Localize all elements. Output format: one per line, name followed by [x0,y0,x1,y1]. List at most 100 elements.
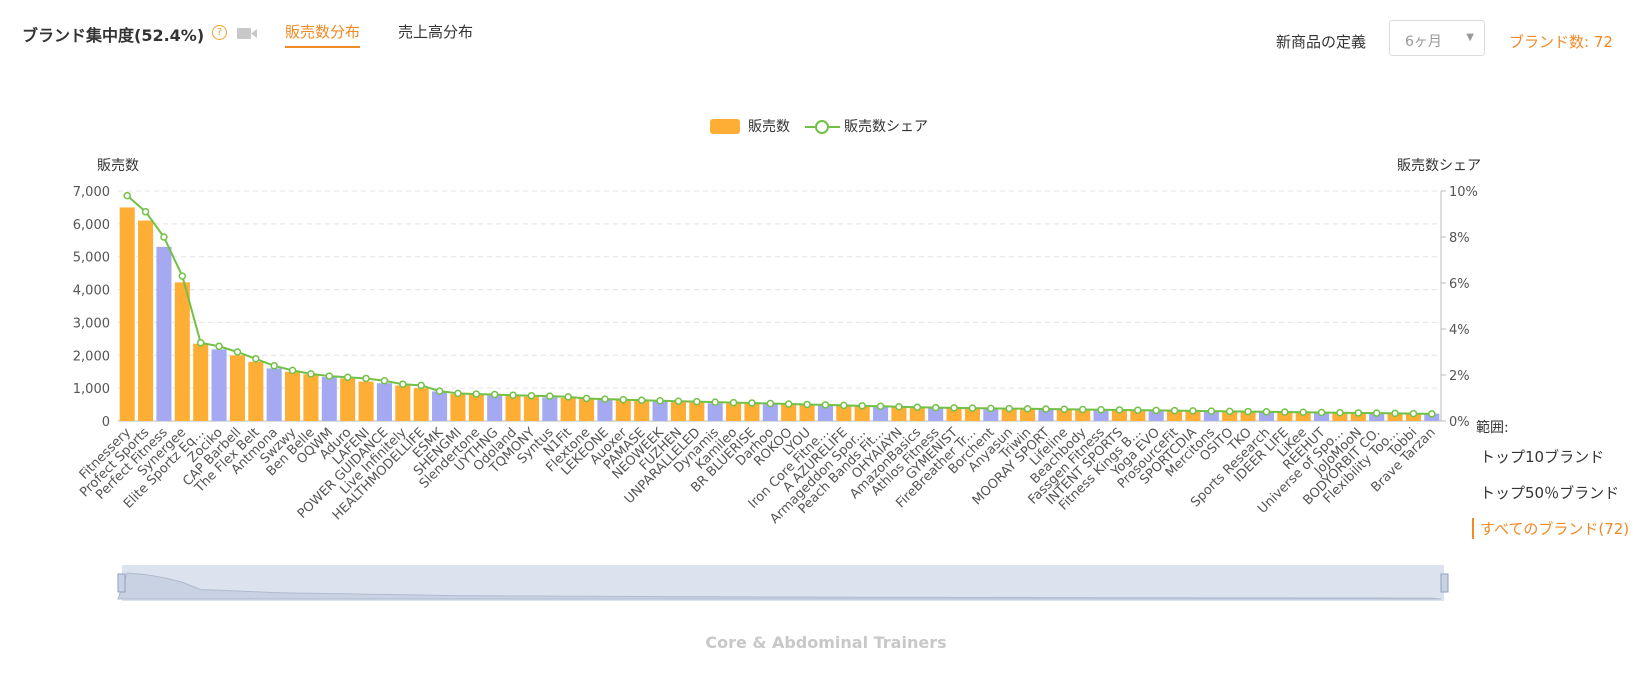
share-point[interactable] [435,387,444,395]
share-point[interactable] [1225,407,1234,416]
bar[interactable] [836,405,852,421]
bar[interactable] [928,407,944,421]
share-point[interactable] [564,393,572,401]
bar[interactable] [358,381,374,421]
bar[interactable] [523,396,539,421]
share-point[interactable] [454,389,462,398]
share-point[interactable] [784,400,793,408]
share-point[interactable] [729,398,738,407]
bar[interactable] [450,394,466,421]
share-point[interactable] [1078,405,1087,414]
bar[interactable] [781,404,797,421]
share-point[interactable] [711,398,719,406]
share-point[interactable] [840,401,848,410]
bar[interactable] [1222,411,1238,421]
share-point[interactable] [931,403,940,412]
share-point[interactable] [362,374,370,383]
share-point[interactable] [1244,407,1252,416]
share-point[interactable] [674,397,683,405]
bar[interactable] [266,368,282,421]
share-point[interactable] [509,391,517,399]
share-point[interactable] [821,401,830,409]
share-point[interactable] [693,397,701,406]
share-point[interactable] [1115,406,1124,414]
share-point[interactable] [527,391,536,400]
video-camera-icon[interactable] [237,28,257,39]
share-point[interactable] [1170,406,1179,415]
bar[interactable] [873,406,889,421]
share-point[interactable] [123,191,131,200]
new-product-definition-select[interactable]: 6ヶ月 ▼ [1389,20,1485,56]
bar[interactable] [707,403,723,421]
share-point[interactable] [288,366,297,375]
bar[interactable] [321,376,337,421]
bar[interactable] [762,404,778,421]
share-point[interactable] [656,397,664,405]
bar[interactable] [560,398,576,421]
share-point[interactable] [1134,406,1142,414]
bar[interactable] [1075,409,1091,421]
zoom-handle-left[interactable] [117,573,126,593]
share-point[interactable] [141,207,150,216]
bar[interactable] [303,374,319,421]
share-point[interactable] [858,402,866,410]
share-point[interactable] [1354,409,1363,417]
bar[interactable] [1277,412,1293,421]
bar[interactable] [817,405,833,421]
bar[interactable] [1295,412,1311,421]
share-point[interactable] [1023,405,1032,413]
share-point[interactable] [895,402,903,411]
range-top50[interactable]: トップ50％ブランド [1480,484,1620,502]
share-point[interactable] [417,381,425,390]
bar[interactable] [376,383,392,421]
tab-revenue-distribution[interactable]: 売上高分布 [398,23,474,41]
bar[interactable] [156,246,172,421]
share-point[interactable] [160,233,168,241]
share-point[interactable] [325,372,334,380]
share-point[interactable] [343,373,352,382]
bar[interactable] [119,207,135,421]
share-point[interactable] [178,272,187,280]
bar[interactable] [193,343,209,421]
bar[interactable] [1314,412,1330,421]
bar[interactable] [229,355,245,421]
bar[interactable] [579,398,595,421]
share-point[interactable] [1262,408,1271,416]
bar[interactable] [891,406,907,421]
share-point[interactable] [1152,406,1160,415]
bar[interactable] [505,396,521,421]
bar[interactable] [468,394,484,421]
bar[interactable] [1020,408,1036,421]
tab-sales-count-distribution[interactable]: 販売数分布 [285,21,361,48]
range-all-brands[interactable]: すべてのブランド(72) [1472,518,1629,539]
share-point[interactable] [380,377,389,385]
share-point[interactable] [950,404,958,412]
share-point[interactable] [252,355,260,363]
bar[interactable] [1130,410,1146,421]
bar[interactable] [1001,408,1017,421]
share-point[interactable] [270,362,278,370]
share-point[interactable] [233,348,242,356]
bar[interactable] [340,378,356,421]
share-point[interactable] [1317,408,1326,417]
bar[interactable] [1185,411,1201,421]
share-point[interactable] [399,380,407,388]
share-point[interactable] [601,395,609,403]
bar[interactable] [395,385,411,421]
share-point[interactable] [766,399,775,408]
bar[interactable] [652,401,668,421]
bar[interactable] [1111,410,1127,421]
share-point[interactable] [968,404,977,412]
share-point[interactable] [582,394,591,403]
share-point[interactable] [215,342,223,350]
share-point[interactable] [472,390,481,398]
bar[interactable] [138,220,154,421]
bar[interactable] [1167,411,1183,421]
share-point[interactable] [1042,405,1050,413]
bar[interactable] [413,388,429,421]
bar[interactable] [248,361,264,421]
bar[interactable] [174,282,190,421]
share-point[interactable] [1060,405,1069,414]
bar[interactable] [1332,412,1348,421]
zoom-slider[interactable] [117,565,1449,601]
